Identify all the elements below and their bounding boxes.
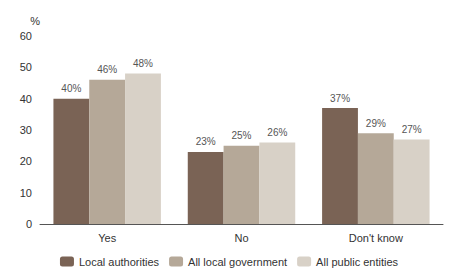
svg-text:25%: 25% — [231, 130, 251, 141]
svg-text:No: No — [234, 232, 248, 244]
svg-text:Don't know: Don't know — [349, 232, 403, 244]
svg-text:10: 10 — [20, 187, 32, 199]
svg-text:37%: 37% — [330, 93, 350, 104]
svg-text:48%: 48% — [133, 58, 153, 69]
svg-text:Yes: Yes — [98, 232, 116, 244]
svg-text:50: 50 — [20, 61, 32, 73]
svg-text:40: 40 — [20, 93, 32, 105]
svg-text:All public entities: All public entities — [316, 256, 398, 268]
svg-text:29%: 29% — [366, 118, 386, 129]
svg-text:20: 20 — [20, 155, 32, 167]
svg-text:30: 30 — [20, 124, 32, 136]
svg-text:27%: 27% — [402, 124, 422, 135]
svg-text:26%: 26% — [267, 127, 287, 138]
svg-text:All local government: All local government — [188, 256, 287, 268]
svg-text:23%: 23% — [196, 136, 216, 147]
svg-text:40%: 40% — [61, 83, 81, 94]
svg-text:46%: 46% — [97, 64, 117, 75]
svg-text:60: 60 — [20, 30, 32, 42]
svg-text:%: % — [30, 15, 40, 27]
svg-text:0: 0 — [26, 218, 32, 230]
svg-text:Local authorities: Local authorities — [79, 256, 160, 268]
